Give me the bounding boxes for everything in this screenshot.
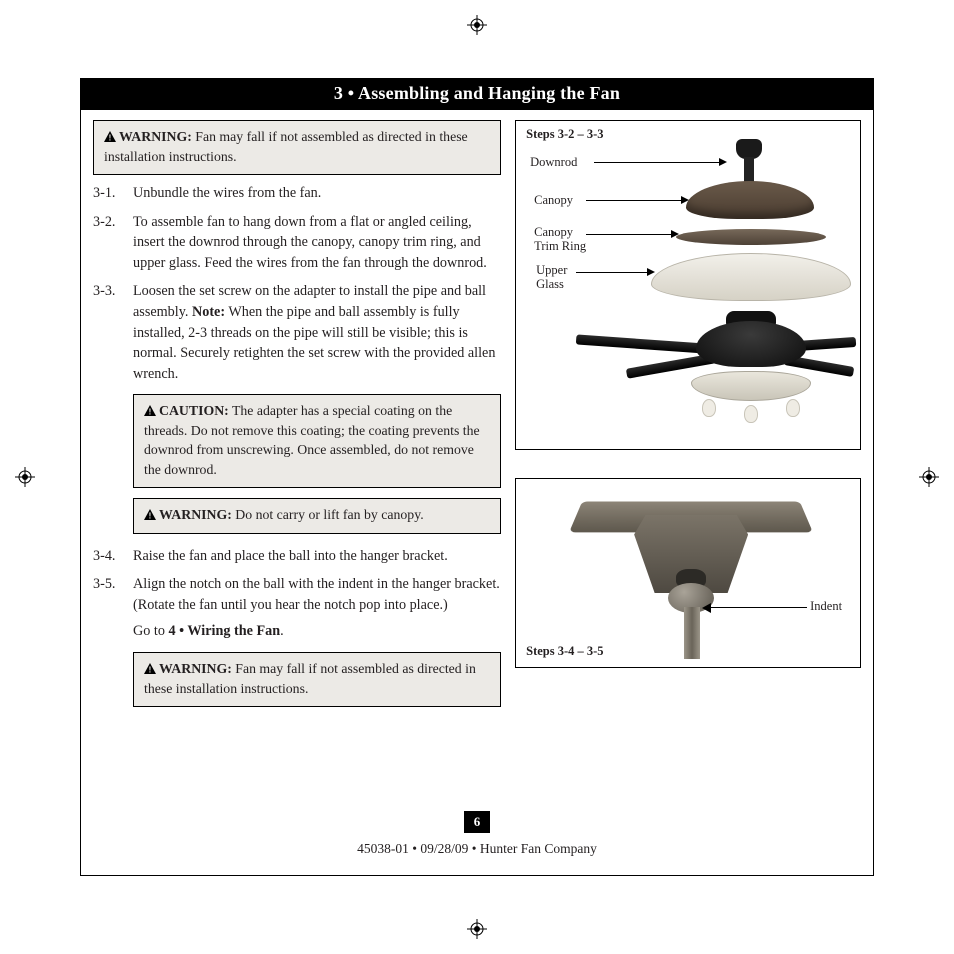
content-columns: !WARNING: Fan may fall if not assembled … [81, 110, 873, 729]
svg-text:!: ! [149, 511, 152, 520]
warning-lead: WARNING: [159, 661, 232, 676]
illus-bulb [786, 399, 800, 417]
illus-downrod-pipe [744, 157, 754, 183]
svg-text:!: ! [149, 665, 152, 674]
step-number: 3-5. [93, 574, 133, 711]
illus-trim-ring [676, 229, 826, 245]
xref-link: 4 • Wiring the Fan [168, 623, 280, 639]
step-3-3: 3-3. Loosen the set screw on the adapter… [93, 281, 501, 537]
warning-text: Do not carry or lift fan by canopy. [232, 507, 424, 522]
step-text: Unbundle the wires from the fan. [133, 183, 501, 204]
figure-caption: Steps 3-4 – 3-5 [526, 644, 603, 659]
label-downrod: Downrod [530, 155, 577, 169]
warning-icon: ! [144, 660, 156, 679]
leader-line [586, 234, 672, 235]
step-text: Loosen the set screw on the adapter to i… [133, 281, 501, 537]
step-number: 3-1. [93, 183, 133, 204]
arrowhead-icon [702, 603, 711, 613]
warning-lead: WARNING: [159, 507, 232, 522]
warning-box: !WARNING: Fan may fall if not assembled … [133, 652, 501, 707]
registration-mark-icon [919, 467, 939, 487]
illus-bulb [744, 405, 758, 423]
figure-caption: Steps 3-2 – 3-3 [526, 127, 603, 142]
step-number: 3-3. [93, 281, 133, 537]
illus-upper-glass [651, 253, 851, 301]
registration-mark-icon [467, 15, 487, 35]
warning-icon: ! [144, 402, 156, 421]
label-upper-glass: Upper Glass [536, 263, 567, 292]
leader-line [576, 272, 648, 273]
page-frame: 3 • Assembling and Hanging the Fan ! WARN… [80, 78, 874, 876]
step-3-2: 3-2. To assemble fan to hang down from a… [93, 212, 501, 274]
illus-canopy [686, 181, 814, 219]
warning-box: !WARNING: Fan may fall if not assembled … [93, 120, 501, 175]
footer-line: 45038-01 • 09/28/09 • Hunter Fan Company [81, 841, 873, 857]
caution-lead: CAUTION: [159, 403, 229, 418]
section-title: 3 • Assembling and Hanging the Fan [81, 79, 873, 110]
svg-text:!: ! [149, 408, 152, 417]
page-number: 6 [464, 811, 490, 833]
leader-line [711, 607, 807, 608]
step-text: Raise the fan and place the ball into th… [133, 546, 501, 567]
figure-assembly: Steps 3-2 – 3-3 Downrod Canopy Canopy Tr… [515, 120, 861, 450]
caution-box: !CAUTION: The adapter has a special coat… [133, 394, 501, 487]
svg-text:!: ! [109, 134, 112, 143]
label-canopy: Canopy [534, 193, 573, 207]
step-text: Align the notch on the ball with the ind… [133, 574, 501, 711]
illus-downrod [736, 139, 762, 159]
step-3-1: 3-1. Unbundle the wires from the fan. [93, 183, 501, 204]
figure-column: Steps 3-2 – 3-3 Downrod Canopy Canopy Tr… [515, 120, 861, 719]
label-indent: Indent [810, 599, 842, 613]
step-text: To assemble fan to hang down from a flat… [133, 212, 501, 274]
warning-icon: ! [104, 128, 116, 147]
figure-bracket: Indent Steps 3-4 – 3-5 [515, 478, 861, 668]
warning-lead: WARNING: [119, 129, 192, 144]
arrowhead-icon [719, 158, 727, 166]
illus-pipe [684, 607, 700, 659]
warning-icon: ! [144, 506, 156, 525]
illus-blade [576, 334, 706, 353]
registration-mark-icon [467, 919, 487, 939]
illus-bulb [702, 399, 716, 417]
step-3-4: 3-4. Raise the fan and place the ball in… [93, 546, 501, 567]
leader-line [594, 162, 720, 163]
registration-mark-icon [15, 467, 35, 487]
leader-line [586, 200, 682, 201]
illus-motor [696, 321, 806, 367]
step-number: 3-2. [93, 212, 133, 274]
step-3-5: 3-5. Align the notch on the ball with th… [93, 574, 501, 711]
text-column: !WARNING: Fan may fall if not assembled … [93, 120, 501, 719]
label-trim-ring: Canopy Trim Ring [534, 225, 586, 254]
step-number: 3-4. [93, 546, 133, 567]
note-label: Note: [192, 304, 225, 320]
warning-box: ! WARNING: Do not carry or lift fan by ca… [133, 498, 501, 534]
illus-light-kit [691, 371, 811, 401]
